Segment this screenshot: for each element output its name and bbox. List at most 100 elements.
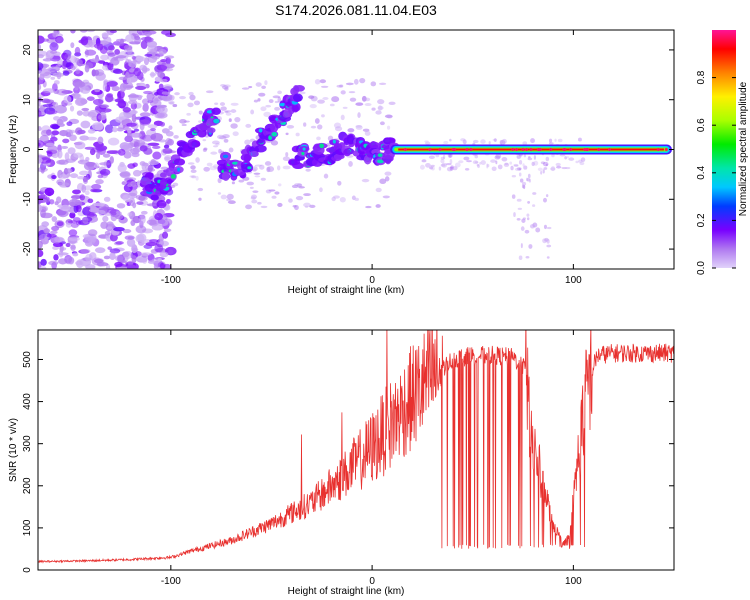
spectral-blob bbox=[116, 55, 127, 59]
spectral-blob bbox=[86, 30, 96, 33]
spectral-blob bbox=[446, 166, 453, 172]
carrier-peak bbox=[664, 148, 668, 151]
spectral-blob bbox=[188, 91, 194, 96]
spectral-blob bbox=[51, 225, 60, 232]
spectral-blob bbox=[518, 167, 522, 171]
spectral-blob bbox=[522, 217, 526, 220]
spectral-blob bbox=[116, 103, 126, 107]
spectral-blob bbox=[174, 92, 180, 96]
spectral-blob bbox=[111, 211, 117, 216]
spectral-blob bbox=[124, 50, 135, 58]
spectral-blob bbox=[94, 88, 101, 93]
spectral-blob bbox=[59, 204, 71, 211]
spectral-blob bbox=[340, 114, 345, 121]
spectral-blob bbox=[253, 99, 258, 103]
spectral-blob bbox=[295, 196, 304, 201]
spectral-blob bbox=[550, 166, 556, 172]
spectral-blob bbox=[431, 166, 435, 171]
spectral-blob bbox=[130, 219, 136, 227]
spectral-blob bbox=[97, 174, 104, 179]
carrier-peak bbox=[569, 148, 573, 151]
spectral-blob bbox=[250, 194, 258, 200]
spectral-blob bbox=[314, 79, 321, 85]
spectral-blob bbox=[121, 181, 127, 186]
carrier-peak bbox=[438, 148, 442, 151]
spectral-blob bbox=[102, 215, 109, 222]
spectral-blob bbox=[202, 139, 207, 142]
spectral-blob bbox=[190, 165, 196, 170]
spectral-blob bbox=[270, 140, 279, 146]
spectral-blob bbox=[179, 118, 187, 124]
carrier-peak bbox=[451, 148, 455, 151]
spectral-blob bbox=[472, 160, 479, 165]
spectral-blob bbox=[75, 260, 83, 266]
spectral-blob bbox=[150, 194, 159, 201]
spectral-blob bbox=[94, 247, 106, 254]
spectral-blob bbox=[127, 236, 134, 240]
spectral-blob bbox=[165, 198, 171, 204]
spectral-blob bbox=[197, 187, 204, 192]
spectral-blob bbox=[227, 200, 236, 205]
spectral-blob bbox=[518, 172, 522, 177]
spectral-blob bbox=[38, 140, 45, 148]
spectral-blob bbox=[203, 166, 210, 172]
spectral-blob bbox=[122, 194, 133, 202]
spectral-blob bbox=[72, 189, 81, 195]
spectral-blob bbox=[147, 99, 154, 104]
spectral-blob bbox=[291, 184, 299, 189]
spectral-blob bbox=[147, 142, 160, 146]
spectral-blob bbox=[38, 100, 41, 107]
spectral-blob bbox=[197, 130, 206, 138]
spectral-blob bbox=[38, 249, 44, 258]
spectral-blob bbox=[135, 56, 146, 62]
spectral-blob bbox=[333, 153, 345, 160]
spectral-blob bbox=[522, 163, 525, 167]
spectral-blob bbox=[45, 142, 55, 147]
spectral-blob bbox=[245, 123, 252, 128]
spectral-blob bbox=[231, 181, 235, 185]
spectral-blob bbox=[521, 181, 527, 186]
spectral-blob bbox=[317, 99, 325, 104]
spectral-blob bbox=[322, 97, 329, 100]
snr-ytick-label: 100 bbox=[22, 519, 33, 536]
spectral-blob bbox=[250, 109, 255, 115]
spectral-blob bbox=[107, 137, 120, 146]
spectral-blob bbox=[520, 243, 523, 249]
spectral-blob bbox=[244, 139, 251, 145]
spectral-blob bbox=[361, 178, 370, 183]
snr-xlabel: Height of straight line (km) bbox=[288, 586, 405, 597]
spectral-blob bbox=[75, 68, 81, 75]
spectral-blob bbox=[97, 136, 104, 145]
colorbar-label: Normalized spectral amplitude bbox=[738, 81, 749, 216]
spectral-blob bbox=[424, 140, 429, 143]
spectral-blob bbox=[128, 60, 137, 68]
spectral-blob bbox=[257, 98, 261, 102]
spectral-blob bbox=[38, 157, 43, 164]
spectral-blob bbox=[104, 94, 114, 103]
spectral-blob bbox=[64, 53, 71, 60]
spectral-blob bbox=[550, 167, 556, 171]
spectral-blob bbox=[221, 85, 229, 90]
spectral-blob bbox=[46, 233, 57, 238]
spectral-blob bbox=[522, 141, 528, 146]
carrier-peak bbox=[549, 148, 553, 151]
spectral-blob bbox=[159, 235, 164, 245]
spectral-blob bbox=[133, 128, 140, 132]
spectral-blob bbox=[466, 160, 472, 163]
spectral-blob bbox=[100, 104, 108, 109]
spectral-blob bbox=[38, 38, 50, 42]
spectral-blob bbox=[127, 183, 133, 187]
spectral-blob bbox=[272, 95, 281, 99]
spectral-blob bbox=[309, 104, 317, 109]
spec-ylabel: Frequency (Hz) bbox=[8, 115, 19, 184]
spectral-blob bbox=[150, 127, 156, 132]
spectral-blob bbox=[177, 167, 181, 172]
spectral-blob bbox=[142, 98, 150, 105]
spectral-blob bbox=[46, 150, 53, 157]
spectral-blob bbox=[141, 210, 148, 215]
spectral-blob bbox=[345, 82, 354, 86]
spectral-blob bbox=[130, 66, 135, 72]
spectral-blob bbox=[210, 151, 218, 155]
spectral-blob bbox=[157, 258, 162, 262]
spectral-blob bbox=[56, 71, 62, 80]
